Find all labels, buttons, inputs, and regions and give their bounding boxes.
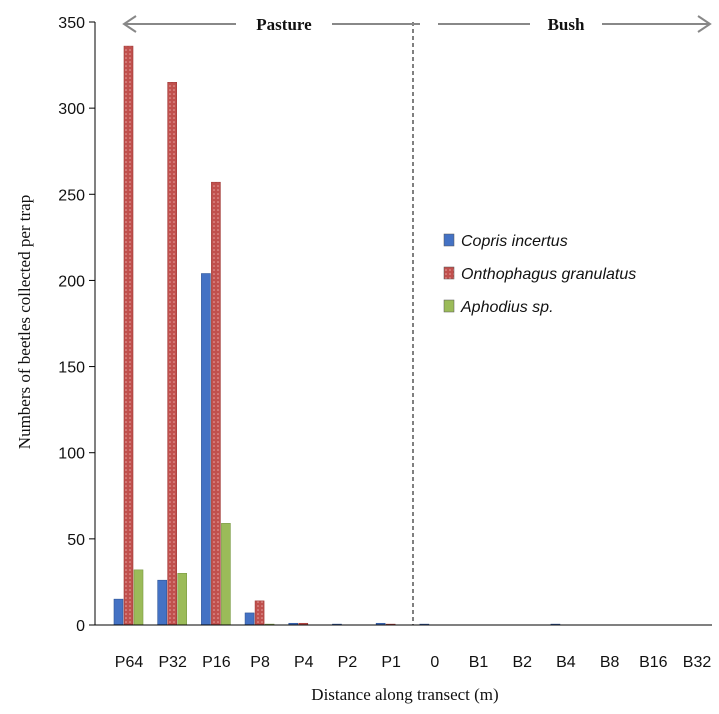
y-tick-label: 100: [58, 446, 85, 463]
y-ticks-layer: 0 50 100 150 200 250 300 350: [58, 15, 95, 635]
bar-onthophagus-granulatus-p32: [167, 82, 177, 626]
x-axis-title: Distance along transect (m): [311, 685, 498, 704]
y-tick-label: 200: [58, 273, 85, 290]
bar-copris-incertus-p8: [244, 612, 255, 626]
x-tick-label: 0: [430, 654, 439, 671]
bar-onthophagus-granulatus-p8: [254, 600, 265, 626]
legend-label-copris-incertus: Copris incertus: [461, 233, 568, 250]
legend-swatch-aphodius-sp-: [443, 299, 455, 313]
legend-swatch-onthophagus-granulatus: [443, 266, 455, 280]
bar-onthophagus-granulatus-p64: [123, 45, 134, 626]
bar-onthophagus-granulatus-p16: [211, 181, 221, 626]
bar-aphodius-sp--p32: [177, 573, 187, 626]
legend-label-aphodius-sp-: Aphodius sp.: [460, 299, 554, 316]
x-tick-label: P1: [381, 654, 401, 671]
legend-swatch-copris-incertus: [443, 233, 455, 247]
x-tick-label: P8: [250, 654, 270, 671]
y-tick-label: 0: [76, 618, 85, 635]
bush-arrow: [438, 15, 712, 33]
bar-aphodius-sp--p16: [221, 523, 231, 626]
pasture-arrow: [122, 15, 420, 33]
legend: Copris incertus Onthophagus granulatus Aph…: [443, 233, 636, 316]
x-tick-label: P32: [158, 654, 187, 671]
y-tick-label: 350: [58, 15, 85, 32]
x-tick-label: P16: [202, 654, 231, 671]
bar-copris-incertus-p64: [113, 598, 124, 626]
x-ticks-layer: P64 P32 P16 P8 P4 P2 P1 0 B1 B2 B4 B8 B16 B32: [115, 654, 712, 671]
bar-aphodius-sp--p64: [133, 569, 144, 626]
y-tick-label: 250: [58, 187, 85, 204]
bars-layer: [113, 45, 561, 626]
bush-label: Bush: [548, 15, 585, 34]
x-tick-label: B2: [512, 654, 532, 671]
x-tick-label: B4: [556, 654, 576, 671]
bar-copris-incertus-p32: [157, 579, 167, 626]
axes-layer: [94, 22, 712, 626]
x-tick-label: P64: [115, 654, 144, 671]
x-tick-label: P4: [294, 654, 314, 671]
y-tick-label: 50: [67, 532, 85, 549]
bar-copris-incertus-p16: [201, 273, 211, 626]
pasture-label: Pasture: [256, 15, 312, 34]
y-axis-title: Numbers of beetles collected per trap: [15, 195, 34, 449]
x-tick-label: B1: [469, 654, 489, 671]
y-tick-label: 300: [58, 101, 85, 118]
legend-label-onthophagus-granulatus: Onthophagus granulatus: [461, 266, 636, 283]
x-tick-label: B8: [600, 654, 620, 671]
y-tick-label: 150: [58, 360, 85, 377]
x-tick-label: B32: [683, 654, 712, 671]
x-tick-label: P2: [338, 654, 358, 671]
x-tick-label: B16: [639, 654, 668, 671]
